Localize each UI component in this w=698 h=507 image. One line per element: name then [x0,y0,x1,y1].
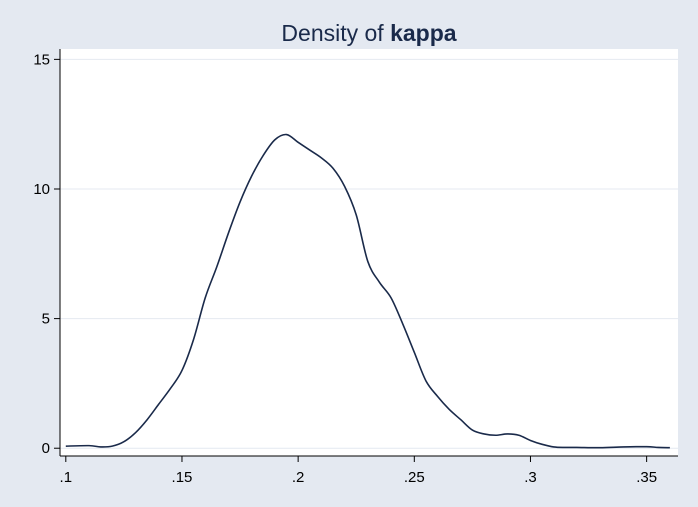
y-tick-label: 15 [33,51,50,68]
density-line [65,133,670,449]
x-tick-label: .15 [172,469,193,486]
y-ticks: 0 5 10 15 [33,51,60,457]
y-tick-label: 5 [42,311,50,328]
title-variable: kappa [390,20,457,46]
x-tick-label: .3 [524,469,537,486]
y-tick-label: 0 [42,440,50,457]
y-tick-label: 10 [33,181,50,198]
x-ticks: .1 .15 .2 .25 .3 .35 [60,456,657,486]
plot-area [60,49,678,456]
x-tick-label: .25 [404,469,425,486]
x-tick-label: .1 [60,469,73,486]
x-tick-label: .2 [292,469,305,486]
chart-title: Density of kappa [281,20,456,46]
x-tick-label: .35 [636,469,657,486]
title-prefix: Density of [281,20,390,46]
